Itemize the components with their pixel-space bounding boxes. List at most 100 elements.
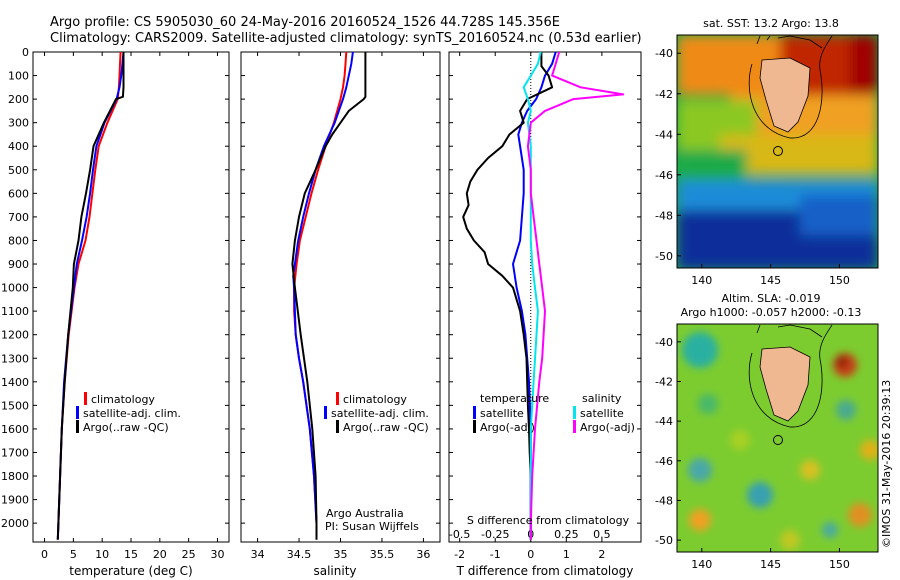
x2-tick-label: -0.5 bbox=[449, 528, 470, 541]
x-tick-label: 20 bbox=[153, 548, 167, 561]
bathymetry-contour bbox=[748, 324, 833, 428]
series-line-argo-raw-qc bbox=[56, 52, 125, 540]
salinity-x-ticks: 34 34.5 35 35.5 36 bbox=[251, 52, 430, 561]
series-line-temperature-satellite bbox=[512, 51, 557, 540]
series-line-argo-raw-qc bbox=[291, 52, 367, 540]
salinity-y-minor-ticks bbox=[241, 51, 440, 524]
depth-tick-label: 0 bbox=[22, 46, 29, 59]
header-line-1: Argo profile: CS 5905030_60 24-May-2016 … bbox=[50, 15, 560, 30]
map-y-tick-label: -48 bbox=[655, 494, 673, 507]
x-tick-label: 25 bbox=[182, 548, 196, 561]
salinity-legend: climatology satellite-adj. clim. Argo(..… bbox=[324, 392, 429, 434]
depth-tick-label: 1300 bbox=[1, 352, 29, 365]
depth-tick-label: 2000 bbox=[1, 517, 29, 530]
x-tick-label: 34 bbox=[251, 548, 265, 561]
x-tick-label: 36 bbox=[416, 548, 430, 561]
legend-swatch-argo bbox=[336, 420, 339, 433]
s-difference-label: S difference from climatology bbox=[467, 514, 630, 527]
depth-tick-label: 1200 bbox=[1, 329, 29, 342]
imos-timestamp: ©IMOS 31-May-2016 20:39:13 bbox=[880, 380, 893, 548]
x2-tick-label: 0.5 bbox=[593, 528, 611, 541]
depth-tick-label: 700 bbox=[8, 211, 29, 224]
legend-swatch-s-satellite bbox=[573, 406, 576, 419]
s-difference-x-ticks: -0.5 -0.25 0 0.25 0.5 bbox=[449, 528, 611, 541]
x2-tick-label: 0.25 bbox=[554, 528, 579, 541]
map-y-tick-label: -48 bbox=[655, 209, 673, 222]
sst-map-title: sat. SST: 13.2 Argo: 13.8 bbox=[703, 17, 839, 30]
depth-tick-label: 500 bbox=[8, 164, 29, 177]
map-y-tick-label: -50 bbox=[655, 250, 673, 263]
sst-map-frame bbox=[676, 34, 879, 269]
t-difference-xlabel: T difference from climatology bbox=[456, 564, 634, 578]
sst-map-panel: sat. SST: 13.2 Argo: 13.8 140 145 150 -40 -4… bbox=[655, 17, 879, 287]
temperature-legend: climatology satellite-adj. clim. Argo(..… bbox=[76, 392, 181, 434]
temperature-xlabel: temperature (deg C) bbox=[69, 564, 192, 578]
t-difference-x-ticks: -2 -1 0 1 2 bbox=[454, 52, 605, 561]
difference-axes-box bbox=[448, 51, 642, 543]
x-tick-label: 0 bbox=[41, 548, 48, 561]
legend-swatch-argo bbox=[76, 420, 79, 433]
map-y-tick-label: -40 bbox=[655, 47, 673, 60]
pi-label: PI: Susan Wijffels bbox=[325, 520, 419, 533]
header-line-2: Climatology: CARS2009. Satellite-adjuste… bbox=[50, 31, 642, 46]
map-y-tick-label: -40 bbox=[655, 336, 673, 349]
bathymetry-contour bbox=[748, 35, 833, 139]
sst-map-ticks: 140 145 150 -40 -42 -44 -46 -48 -50 bbox=[655, 47, 850, 287]
temperature-profile-lines bbox=[56, 51, 125, 540]
depth-tick-label: 600 bbox=[8, 187, 29, 200]
difference-lines bbox=[462, 51, 625, 540]
depth-tick-label: 1600 bbox=[1, 423, 29, 436]
legend-swatch-climatology bbox=[336, 392, 339, 405]
x-tick-label: 10 bbox=[95, 548, 109, 561]
map-x-tick-label: 145 bbox=[760, 558, 781, 571]
salinity-xlabel: salinity bbox=[313, 564, 356, 578]
legend-swatch-t-satellite bbox=[473, 406, 476, 419]
map-x-tick-label: 145 bbox=[760, 274, 781, 287]
legend-swatch-climatology bbox=[84, 392, 87, 405]
x-tick-label: 34.5 bbox=[287, 548, 312, 561]
legend-title-temperature: temperature bbox=[480, 392, 549, 405]
x-tick-label: 15 bbox=[124, 548, 138, 561]
x-tick-label: 30 bbox=[210, 548, 224, 561]
argo-position-marker bbox=[773, 435, 783, 445]
legend-swatch-satellite bbox=[324, 406, 327, 419]
map-y-tick-label: -46 bbox=[655, 455, 673, 468]
series-line-salinity-satellite bbox=[522, 51, 542, 540]
map-y-tick-label: -42 bbox=[655, 375, 673, 388]
map-y-tick-label: -50 bbox=[655, 534, 673, 547]
map-y-tick-label: -44 bbox=[655, 415, 673, 428]
x-tick-label: 2 bbox=[598, 548, 605, 561]
legend-label-climatology: climatology bbox=[91, 393, 155, 406]
legend-swatch-s-argo bbox=[573, 420, 576, 433]
depth-tick-label: 300 bbox=[8, 117, 29, 130]
x-tick-label: 0 bbox=[527, 548, 534, 561]
map-y-tick-label: -46 bbox=[655, 169, 673, 182]
map-y-tick-label: -42 bbox=[655, 88, 673, 101]
series-line-satellite-adj-clim bbox=[292, 51, 354, 540]
map-y-tick-label: -44 bbox=[655, 128, 673, 141]
legend-label-satellite: satellite-adj. clim. bbox=[83, 407, 181, 420]
series-line-temperature-argo-adj- bbox=[462, 52, 554, 540]
legend-label-s-argo: Argo(-adj) bbox=[580, 421, 635, 434]
salinity-panel: 34 34.5 35 35.5 36 salinity climatology sate… bbox=[240, 51, 441, 578]
x-tick-label: 35.5 bbox=[370, 548, 395, 561]
temperature-axes-box bbox=[32, 51, 230, 543]
map-x-tick-label: 150 bbox=[829, 558, 850, 571]
legend-swatch-satellite bbox=[76, 406, 79, 419]
depth-tick-label: 800 bbox=[8, 234, 29, 247]
depth-tick-label: 1000 bbox=[1, 282, 29, 295]
temperature-x-ticks: 0 5 10 15 20 25 30 bbox=[41, 52, 224, 561]
x-tick-label: 35 bbox=[334, 548, 348, 561]
depth-ticks: 0 100 200 300 400 500 600 700 800 900 1000 1100 1200… bbox=[1, 46, 229, 530]
legend-label-climatology: climatology bbox=[343, 393, 407, 406]
legend-label-satellite: satellite-adj. clim. bbox=[331, 407, 429, 420]
depth-tick-label: 1800 bbox=[1, 470, 29, 483]
x-tick-label: -1 bbox=[490, 548, 501, 561]
difference-legend: temperature salinity satellite satellite… bbox=[473, 392, 635, 434]
difference-y-minor-ticks bbox=[449, 51, 641, 524]
legend-title-salinity: salinity bbox=[582, 392, 622, 405]
depth-tick-label: 100 bbox=[8, 70, 29, 83]
x2-tick-label: -0.25 bbox=[481, 528, 509, 541]
tasmania-island bbox=[759, 346, 811, 422]
